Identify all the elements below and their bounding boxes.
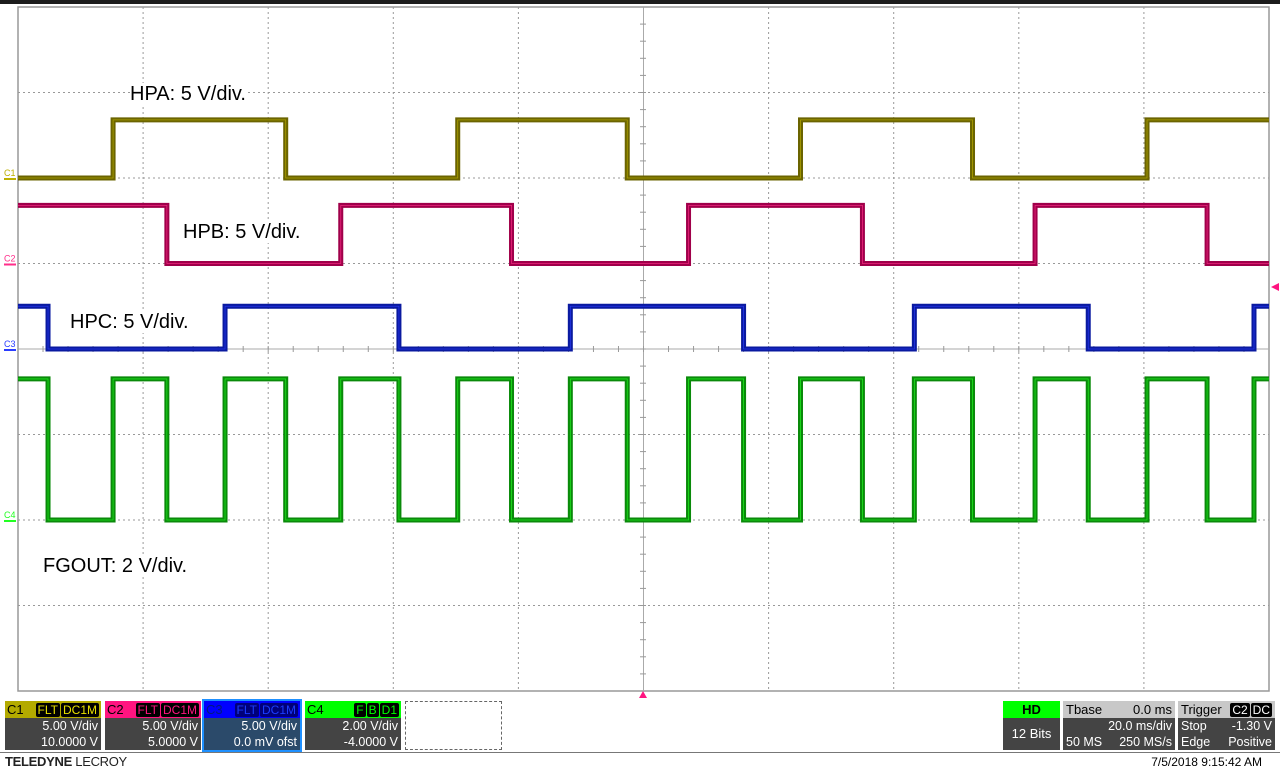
channel-tag: FLT [35, 702, 60, 717]
channel-offset: 10.0000 V [41, 735, 98, 749]
trace-highlight-c1 [18, 119, 1269, 179]
channel-descriptor-c2[interactable]: C2 FLT DC1M 5.00 V/div 5.0000 V [105, 701, 201, 750]
channel-name: C3 [206, 702, 223, 717]
timebase-rate: 250 MS/s [1119, 735, 1172, 749]
annotation-hpa: HPA: 5 V/div. [130, 83, 246, 105]
channel-descriptor-c1[interactable]: C1 FLT DC1M 5.00 V/div 10.0000 V [5, 701, 101, 750]
channel-name: C4 [307, 702, 324, 717]
channel-tag: DC1M [160, 702, 199, 717]
annotation-hpc: HPC: 5 V/div. [70, 311, 189, 333]
channel-scale: 5.00 V/div [241, 719, 297, 733]
channel-marker-c3: C3 [4, 339, 16, 349]
channel-tag: F [354, 702, 366, 717]
annotation-fgout: FGOUT: 2 V/div. [43, 555, 188, 577]
hd-label: HD [1003, 701, 1060, 718]
channel-name: C2 [107, 702, 124, 717]
trigger-level: -1.30 V [1231, 719, 1272, 733]
empty-descriptor-slot[interactable] [405, 701, 502, 750]
channel-tag: DC1M [259, 702, 298, 717]
acquisition-box[interactable]: HD 12 Bits [1003, 701, 1060, 750]
trace-highlight-c4 [18, 378, 1269, 521]
trigger-source: C2 [1230, 703, 1250, 717]
timebase-scale: 20.0 ms/div [1108, 719, 1172, 733]
channel-offset: -4.0000 V [343, 735, 398, 749]
channel-name: C1 [7, 702, 24, 717]
trace-highlight-c2 [18, 204, 1269, 264]
trace-highlight-c3 [18, 305, 1269, 350]
trigger-level-marker [1271, 283, 1279, 291]
channel-descriptor-c3[interactable]: C3 FLT DC1M 5.00 V/div 0.0 mV ofst [202, 699, 302, 752]
trigger-coupling: DC [1250, 703, 1272, 717]
channel-scale: 5.00 V/div [42, 719, 98, 733]
timestamp: 7/5/2018 9:15:42 AM [1151, 755, 1262, 769]
channel-scale: 2.00 V/div [342, 719, 398, 733]
brand-logo: TELEDYNE LECROY [5, 754, 127, 769]
trigger-mode: Stop [1181, 719, 1207, 733]
timebase-box[interactable]: Tbase 0.0 ms 20.0 ms/div 50 MS 250 MS/s [1063, 701, 1175, 750]
timebase-samples: 50 MS [1066, 735, 1103, 749]
annotation-hpb: HPB: 5 V/div. [183, 221, 301, 243]
trigger-slope: Positive [1228, 735, 1272, 749]
divider [0, 752, 1280, 753]
waveform-display: C1 C2 C3 C4 [4, 6, 1279, 698]
channel-descriptor-c4[interactable]: C4 F B D1 2.00 V/div -4.0000 V [305, 701, 401, 750]
timebase-delay: 0.0 ms [1132, 702, 1172, 717]
channel-marker-c2: C2 [4, 254, 16, 264]
trigger-delay-marker [639, 691, 647, 698]
top-bar [0, 0, 1280, 4]
trigger-box[interactable]: Trigger C2 DC Stop -1.30 V Edge Positive [1178, 701, 1275, 750]
bits-label: 12 Bits [1011, 726, 1052, 741]
channel-marker-c4: C4 [4, 510, 16, 520]
trigger-label: Trigger [1181, 702, 1222, 717]
channel-offset: 5.0000 V [147, 735, 198, 749]
channel-scale: 5.00 V/div [142, 719, 198, 733]
channel-tag: DC1M [60, 702, 99, 717]
timebase-label: Tbase [1066, 702, 1103, 717]
trigger-type: Edge [1181, 735, 1211, 749]
channel-tag: D1 [379, 702, 399, 717]
channel-tag: FLT [234, 702, 259, 717]
channel-tag: B [366, 702, 379, 717]
channel-marker-c1: C1 [4, 168, 16, 178]
channel-offset: 0.0 mV ofst [233, 735, 297, 749]
channel-tag: FLT [135, 702, 160, 717]
